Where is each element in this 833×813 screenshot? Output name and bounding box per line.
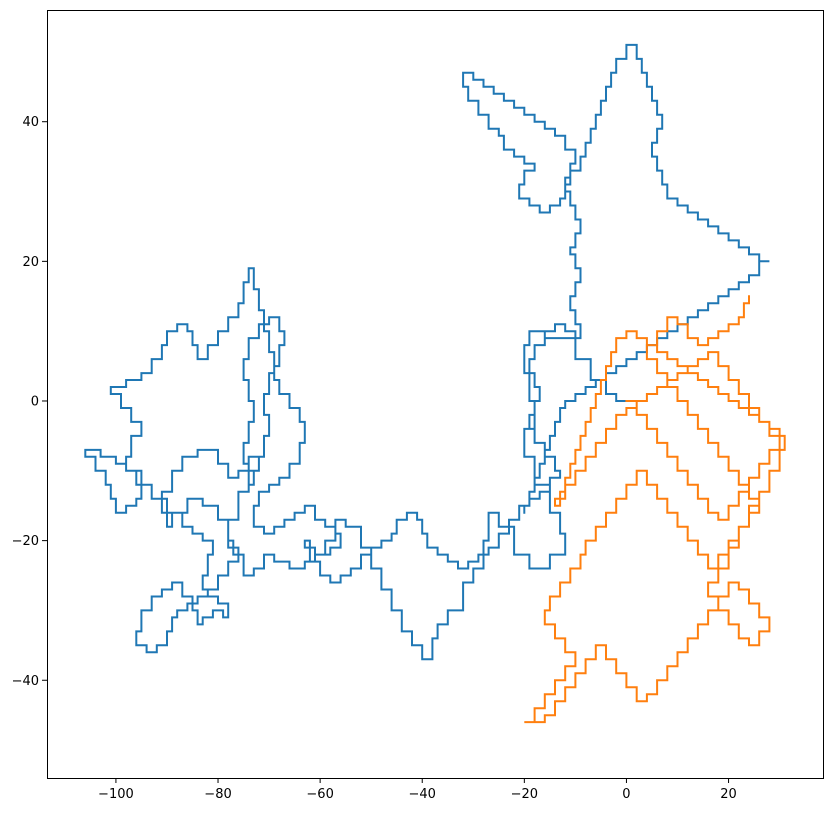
x-tick-label: −60	[306, 787, 333, 802]
plot-frame	[47, 10, 824, 779]
y-tick-label: 40	[22, 115, 39, 130]
x-axis: −100 −80 −60 −40 −20 0 20	[98, 778, 737, 802]
plot-background	[47, 10, 823, 778]
series-layer	[84, 43, 786, 724]
x-tick-label: −20	[511, 787, 538, 802]
series-1-line	[84, 43, 770, 661]
y-tick-label: 0	[31, 394, 39, 409]
x-tick-label: 20	[720, 787, 737, 802]
y-tick-label: 20	[22, 255, 39, 270]
y-axis: −40 −20 0 20 40	[12, 115, 47, 689]
x-tick-label: 0	[622, 787, 630, 802]
series-2-line	[524, 295, 786, 724]
y-tick-label: −40	[12, 674, 39, 689]
x-tick-label: −80	[204, 787, 231, 802]
y-tick-label: −20	[12, 534, 39, 549]
x-tick-label: −40	[409, 787, 436, 802]
x-tick-label: −100	[98, 787, 134, 802]
